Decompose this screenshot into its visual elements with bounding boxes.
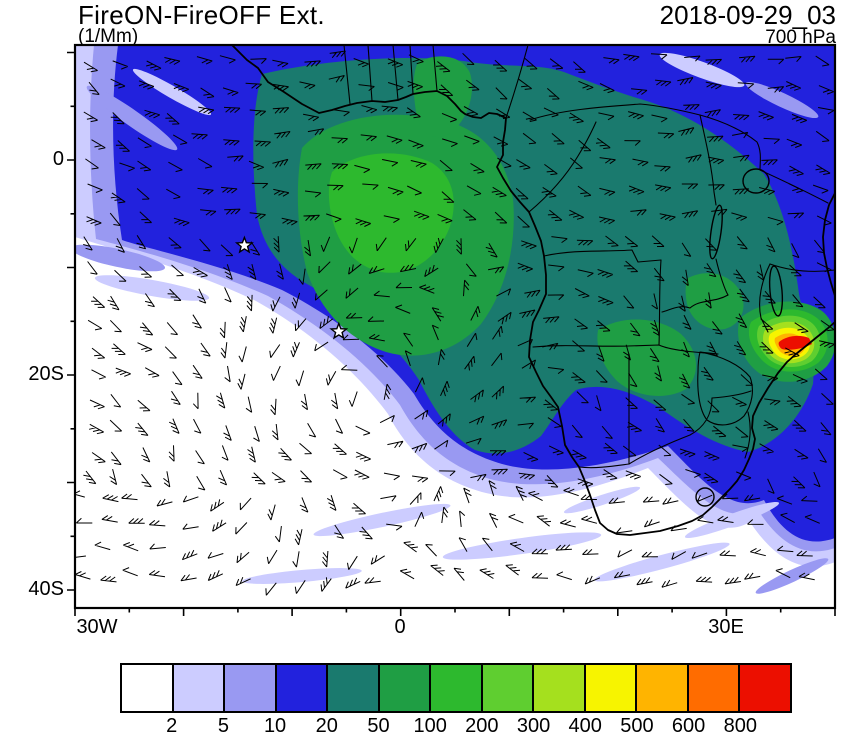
lake-tanganyika bbox=[709, 204, 723, 260]
colorbar-tick-label: 200 bbox=[465, 715, 499, 737]
colorbar-tick-label: 10 bbox=[263, 715, 287, 737]
wind-barbs bbox=[75, 50, 835, 596]
lake-victoria bbox=[742, 168, 770, 194]
colorbar-cell bbox=[431, 665, 483, 711]
colorbar-cell bbox=[225, 665, 277, 711]
colorbar-cell bbox=[585, 665, 638, 711]
colorbar-cell bbox=[122, 665, 174, 711]
star-marker-1 bbox=[234, 235, 254, 254]
colorbar-cell bbox=[276, 665, 329, 711]
colorbar-cell bbox=[173, 665, 226, 711]
y-axis-label-0: 0 bbox=[52, 148, 64, 170]
lake-malawi bbox=[768, 265, 784, 317]
colorbar-tick-label: 600 bbox=[671, 715, 706, 737]
station-markers bbox=[234, 235, 349, 340]
colorbar-tick-label: 2 bbox=[166, 715, 178, 737]
plot-datetime: 2018-09-29_03 bbox=[659, 0, 836, 30]
plot-units-label: (1/Mm) bbox=[78, 26, 139, 47]
y-axis-label-40s: 40S bbox=[28, 578, 64, 600]
colorbar-cell bbox=[379, 665, 432, 711]
colorbar-tick-label: 800 bbox=[723, 715, 757, 737]
x-axis-label-0: 0 bbox=[394, 616, 406, 638]
colorbar-cell bbox=[740, 665, 790, 711]
colorbar-tick-label: 500 bbox=[620, 715, 654, 737]
plot-level: 700 hPa bbox=[765, 27, 836, 48]
colorbar-cell bbox=[534, 665, 586, 711]
colorbar-cell bbox=[328, 665, 380, 711]
colorbar-tick-label: 20 bbox=[315, 715, 338, 737]
coastline-east-africa bbox=[822, 192, 835, 297]
colorbar-tick-label: 50 bbox=[367, 715, 390, 737]
plot-frame bbox=[73, 43, 837, 610]
y-axis-label-20s: 20S bbox=[28, 363, 64, 385]
colorbar-tick-label: 400 bbox=[568, 715, 602, 737]
colorbar-cell bbox=[688, 665, 741, 711]
colorbar bbox=[120, 663, 792, 713]
extinction-filled-contours bbox=[75, 45, 835, 594]
star-marker-2 bbox=[329, 321, 349, 340]
coastline bbox=[231, 45, 835, 536]
colorbar-tick-label: 5 bbox=[217, 715, 229, 737]
lesotho-border bbox=[695, 487, 715, 507]
axis-ticks bbox=[67, 51, 836, 616]
colorbar-tick-label: 100 bbox=[413, 715, 447, 737]
coastlines-and-borders bbox=[231, 45, 835, 536]
x-axis-label-30w: 30W bbox=[76, 616, 118, 638]
x-axis-label-30e: 30E bbox=[708, 616, 744, 638]
colorbar-tick-label: 300 bbox=[516, 715, 551, 737]
colorbar-cell bbox=[637, 665, 689, 711]
colorbar-cell bbox=[482, 665, 535, 711]
lakes bbox=[695, 168, 784, 507]
colorbar-labels: 2 5 10 20 50 100 200 300 400 500 600 800 bbox=[120, 715, 792, 741]
plot-title: FireON-FireOFF Ext. bbox=[78, 0, 325, 30]
